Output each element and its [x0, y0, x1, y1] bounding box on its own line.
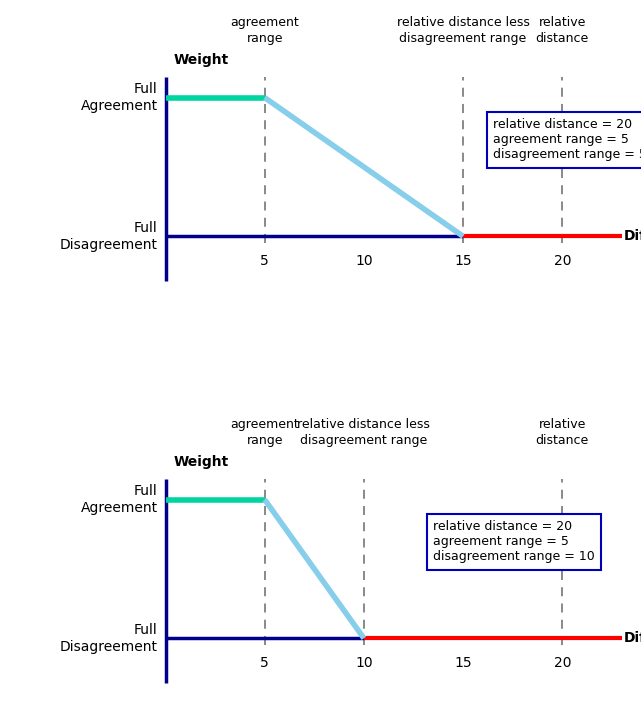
Text: relative distance less
disagreement range: relative distance less disagreement rang… — [397, 16, 529, 45]
Text: Full
Agreement: Full Agreement — [81, 82, 158, 114]
Text: agreement
range: agreement range — [230, 16, 299, 45]
Text: 10: 10 — [355, 255, 372, 268]
Text: 20: 20 — [554, 255, 571, 268]
Text: Difference: Difference — [624, 631, 641, 646]
Text: Weight: Weight — [174, 53, 229, 67]
Text: Full
Disagreement: Full Disagreement — [60, 623, 158, 654]
Text: 10: 10 — [355, 656, 372, 671]
Text: 5: 5 — [260, 255, 269, 268]
Text: Difference: Difference — [624, 230, 641, 243]
Text: relative
distance: relative distance — [536, 16, 589, 45]
Text: 5: 5 — [260, 656, 269, 671]
Text: Full
Agreement: Full Agreement — [81, 484, 158, 516]
Text: relative distance = 20
agreement range = 5
disagreement range = 5: relative distance = 20 agreement range =… — [493, 119, 641, 162]
Text: Full
Disagreement: Full Disagreement — [60, 221, 158, 252]
Text: Weight: Weight — [174, 455, 229, 469]
Text: 20: 20 — [554, 656, 571, 671]
Text: 15: 15 — [454, 255, 472, 268]
Text: agreement
range: agreement range — [230, 418, 299, 447]
Text: relative distance = 20
agreement range = 5
disagreement range = 10: relative distance = 20 agreement range =… — [433, 521, 595, 563]
Text: relative
distance: relative distance — [536, 418, 589, 447]
Text: 15: 15 — [454, 656, 472, 671]
Text: relative distance less
disagreement range: relative distance less disagreement rang… — [297, 418, 430, 447]
